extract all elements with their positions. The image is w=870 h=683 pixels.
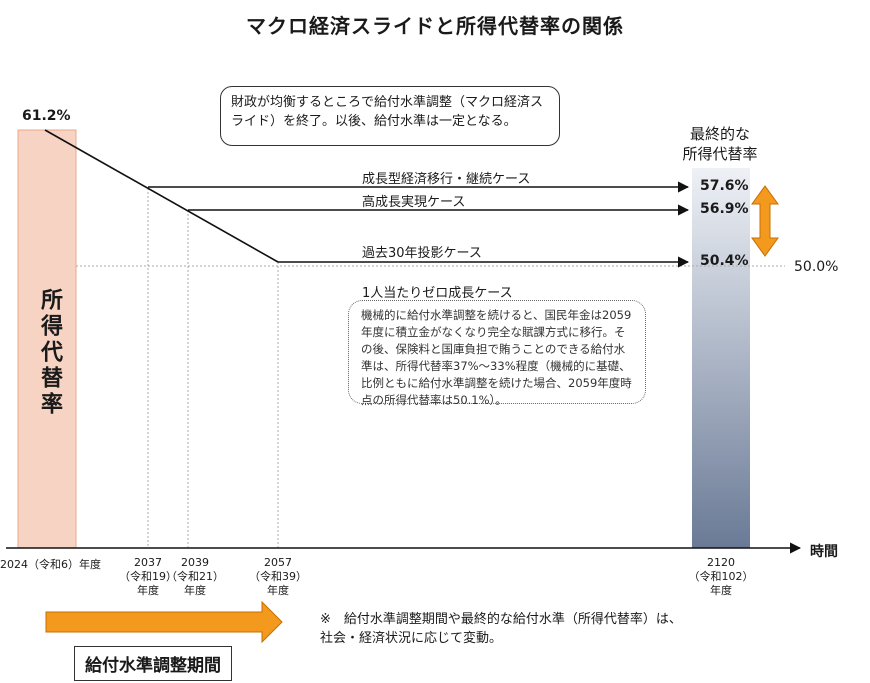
case-value-2: 56.9% xyxy=(700,201,749,217)
case-value-1: 57.6% xyxy=(700,178,749,194)
callout-box: 財政が均衡するところで給付水準調整（マクロ経済スライド）を終了。以後、給付水準は… xyxy=(220,86,560,146)
x-axis-label: 時間 xyxy=(810,544,838,560)
final-label: 最終的な 所得代替率 xyxy=(682,125,758,163)
start-bar xyxy=(17,129,77,549)
tick-2039: 2039 （令和21） 年度 xyxy=(166,556,224,597)
case-label-2: 高成長実現ケース xyxy=(362,195,466,210)
footnote: ※ 給付水準調整期間や最終的な給付水準（所得代替率）は、 社会・経済状況に応じて… xyxy=(320,612,682,646)
decline-line xyxy=(44,129,279,263)
tick-2024: 2024（令和6）年度 xyxy=(0,558,101,571)
tick-2120: 2120 （令和102） 年度 xyxy=(688,556,754,597)
page-title: マクロ経済スライドと所得代替率の関係 xyxy=(246,14,624,38)
y-axis-label: 所得代替率 xyxy=(37,288,62,418)
final-bar xyxy=(692,168,750,548)
tick-2037: 2037 （令和19） 年度 xyxy=(119,556,177,597)
case-label-3: 過去30年投影ケース xyxy=(362,246,482,261)
floor-label: 50.0% xyxy=(794,259,839,275)
start-value: 61.2% xyxy=(22,108,71,124)
case-value-3: 50.4% xyxy=(700,253,749,269)
zero-growth-label: 1人当たりゼロ成長ケース xyxy=(362,286,513,301)
adjustment-period-label: 給付水準調整期間 xyxy=(74,646,232,681)
period-arrow xyxy=(45,600,283,644)
tick-2057: 2057 （令和39） 年度 xyxy=(249,556,307,597)
zero-growth-note: 機械的に給付水準調整を続けると、国民年金は2059年度に積立金がなくなり完全な賦… xyxy=(348,300,646,407)
range-arrow xyxy=(751,185,779,257)
case-label-1: 成長型経済移行・継続ケース xyxy=(362,172,531,187)
